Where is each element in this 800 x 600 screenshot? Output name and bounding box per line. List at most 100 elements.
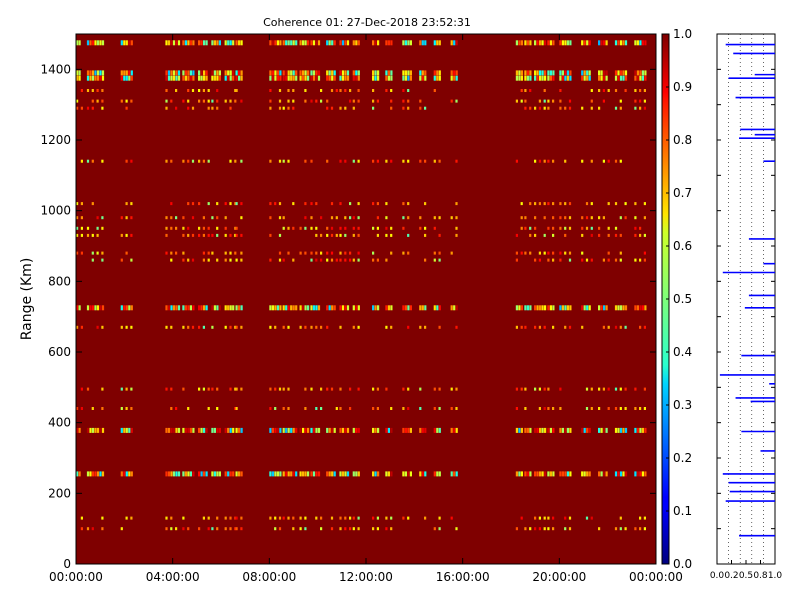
- heatmap-cell: [339, 40, 342, 46]
- heatmap-cell: [240, 233, 243, 237]
- heatmap-cell: [232, 70, 235, 76]
- heatmap-cell: [450, 251, 453, 255]
- heatmap-cell: [128, 427, 131, 433]
- heatmap-cell: [568, 527, 572, 531]
- heatmap-cell: [187, 70, 190, 76]
- heatmap-cell: [187, 325, 190, 329]
- heatmap-cell: [170, 226, 173, 230]
- heatmap-cell: [515, 387, 518, 391]
- heatmap-cell: [89, 40, 92, 46]
- heatmap-cell: [101, 325, 104, 329]
- heatmap-cell: [315, 99, 318, 103]
- heatmap-cell: [433, 407, 436, 410]
- heatmap-cell: [644, 40, 647, 46]
- heatmap-cell: [586, 427, 589, 433]
- heatmap-cell: [450, 70, 453, 76]
- heatmap-cell: [198, 325, 201, 329]
- heatmap-cell: [292, 305, 295, 311]
- chart-title: Coherence 01: 27-Dec-2018 23:52:31: [263, 16, 471, 29]
- heatmap-cell: [552, 407, 555, 410]
- heatmap-cell: [419, 471, 422, 477]
- heatmap-cell: [624, 527, 627, 531]
- heatmap-cell: [515, 99, 518, 103]
- heatmap-cell: [101, 387, 104, 391]
- heatmap-cell: [455, 527, 458, 531]
- heatmap-cell: [120, 258, 123, 262]
- heatmap-cell: [419, 325, 422, 329]
- heatmap-cell: [569, 40, 572, 46]
- heatmap-cell: [419, 75, 422, 81]
- heatmap-cell: [639, 325, 642, 329]
- heatmap-cell: [304, 325, 307, 329]
- heatmap-cell: [568, 258, 572, 262]
- heatmap-cell: [438, 258, 441, 262]
- heatmap-cell: [182, 75, 185, 81]
- heatmap-cell: [344, 40, 347, 46]
- heatmap-cell: [304, 251, 307, 255]
- heatmap-cell: [203, 427, 206, 433]
- heatmap-cell: [407, 387, 410, 391]
- heatmap-cell: [191, 233, 195, 237]
- heatmap-cell: [402, 75, 405, 81]
- heatmap-cell: [120, 325, 123, 329]
- heatmap-cell: [520, 516, 523, 520]
- heatmap-cell: [590, 407, 593, 410]
- heatmap-cell: [125, 516, 128, 520]
- heatmap-cell: [120, 233, 123, 237]
- heatmap-cell: [641, 305, 644, 311]
- heatmap-cell: [518, 70, 521, 76]
- heatmap-cell: [636, 75, 639, 81]
- heatmap-cell: [349, 89, 352, 92]
- heatmap-cell: [349, 251, 352, 255]
- heatmap-cell: [639, 89, 642, 92]
- heatmap-cell: [310, 216, 313, 220]
- heatmap-cell: [372, 427, 375, 433]
- heatmap-cell: [569, 75, 572, 81]
- heatmap-cell: [538, 159, 541, 163]
- heatmap-cell: [561, 40, 564, 46]
- heatmap-cell: [561, 427, 564, 433]
- heatmap-cell: [402, 216, 405, 220]
- heatmap-cell: [544, 305, 547, 311]
- heatmap-cell: [518, 471, 521, 477]
- heatmap-cell: [614, 75, 618, 81]
- heatmap-cell: [315, 75, 318, 81]
- heatmap-cell: [541, 471, 544, 477]
- heatmap-cell: [372, 387, 375, 391]
- heatmap-cell: [590, 99, 593, 103]
- heatmap-cell: [515, 471, 518, 477]
- heatmap-cell: [333, 75, 336, 81]
- heatmap-cell: [534, 216, 537, 220]
- heatmap-cell: [200, 427, 203, 433]
- heatmap-cell: [287, 89, 290, 92]
- heatmap-cell: [636, 471, 639, 477]
- heatmap-cell: [424, 106, 427, 110]
- heatmap-cell: [187, 75, 190, 81]
- heatmap-cell: [234, 407, 237, 410]
- heatmap-cell: [170, 516, 173, 520]
- heatmap-cell: [292, 527, 295, 531]
- heatmap-cell: [639, 516, 642, 520]
- heatmap-cell: [205, 427, 208, 433]
- heatmap-cell: [282, 75, 285, 81]
- heatmap-cell: [534, 75, 537, 81]
- heatmap-cell: [101, 407, 104, 410]
- heatmap-cell: [310, 202, 313, 206]
- heatmap-cell: [125, 387, 128, 391]
- heatmap-cell: [614, 89, 618, 92]
- heatmap-cell: [543, 387, 546, 391]
- heatmap-cell: [89, 70, 92, 76]
- heatmap-cell: [424, 305, 427, 311]
- heatmap-cell: [515, 325, 518, 329]
- heatmap-cell: [130, 202, 133, 206]
- heatmap-cell: [624, 40, 628, 46]
- heatmap-cell: [86, 40, 90, 46]
- heatmap-cell: [433, 159, 436, 163]
- heatmap-cell: [282, 70, 285, 76]
- heatmap-cell: [539, 40, 542, 46]
- heatmap-cell: [624, 305, 628, 311]
- heatmap-cell: [229, 251, 232, 255]
- heatmap-cell: [346, 70, 350, 76]
- heatmap-cell: [387, 70, 390, 76]
- heatmap-cell: [529, 202, 532, 206]
